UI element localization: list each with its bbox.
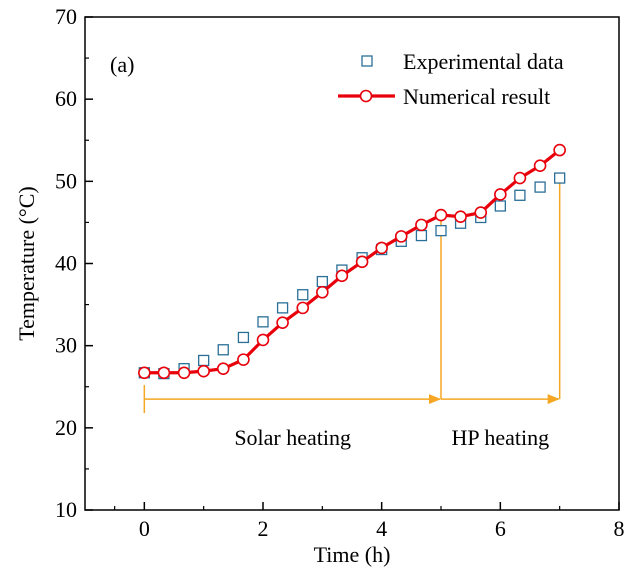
y-tick-label: 60 (55, 86, 77, 111)
x-axis-title: Time (h) (314, 542, 391, 567)
experimental-data-point (554, 172, 566, 184)
legend-marker-experimental (361, 55, 373, 67)
numerical-result-point (157, 366, 171, 380)
numerical-result-point (415, 218, 428, 232)
x-tick-label: 0 (139, 516, 150, 541)
numerical-result-point (513, 171, 527, 185)
experimental-data-point (237, 331, 250, 344)
y-tick-label: 10 (55, 497, 77, 522)
numerical-result-line (144, 148, 561, 375)
numerical-result-point (533, 159, 547, 173)
experimental-data-point (198, 354, 210, 367)
numerical-result-point (474, 206, 488, 219)
numerical-result-point (454, 210, 467, 223)
experimental-data-point (534, 181, 546, 193)
y-tick-label: 70 (55, 4, 77, 29)
numerical-result-point (434, 208, 448, 222)
data-layer (138, 143, 566, 380)
legend-label-numerical: Numerical result (403, 84, 550, 109)
x-tick-label: 2 (258, 516, 269, 541)
numerical-result-point (375, 241, 388, 255)
numerical-result-point (553, 143, 566, 157)
numerical-result-point (335, 269, 349, 283)
numerical-result-point (355, 255, 369, 269)
experimental-data-point (435, 224, 447, 237)
numerical-result-point (256, 333, 270, 347)
axis-layer: 0 2 4 6 8 10 20 30 40 50 60 70 (55, 4, 625, 541)
x-tick-label: 4 (376, 516, 387, 541)
y-tick-label: 50 (55, 168, 77, 193)
numerical-result-point (237, 353, 250, 366)
experimental-data-point (316, 275, 328, 288)
numerical-result-point (276, 316, 289, 329)
numerical-result-point (316, 285, 329, 299)
numerical-result-point (197, 364, 210, 378)
y-tick-label: 20 (55, 415, 77, 440)
annotation-label: Solar heating (234, 425, 351, 450)
legend-label-experimental: Experimental data (403, 49, 564, 74)
experimental-data-point (217, 344, 229, 356)
experimental-data-point (514, 189, 526, 201)
numerical-result-point (216, 362, 230, 375)
numerical-result-point (177, 366, 191, 380)
x-tick-label: 6 (495, 516, 506, 541)
numerical-result-point (296, 301, 310, 315)
experimental-data-point (297, 289, 309, 301)
numerical-result-point (138, 366, 151, 380)
experimental-data-point (415, 229, 428, 242)
numerical-result-point (394, 230, 408, 243)
annotation-layer: Solar heating HP heating (143, 178, 561, 450)
numerical-result-point (494, 188, 507, 201)
x-tick-label: 8 (614, 516, 625, 541)
y-tick-label: 40 (55, 251, 77, 276)
experimental-data-point (257, 316, 269, 328)
legend-marker-numerical (359, 89, 373, 103)
y-tick-label: 30 (55, 333, 77, 358)
legend: Experimental data Numerical result (338, 49, 564, 109)
y-axis-title: Temperature (°C) (14, 186, 39, 340)
panel-label: (a) (110, 52, 134, 77)
experimental-data-point (276, 302, 289, 314)
experimental-data-point (494, 200, 506, 212)
annotation-label: HP heating (452, 425, 550, 450)
